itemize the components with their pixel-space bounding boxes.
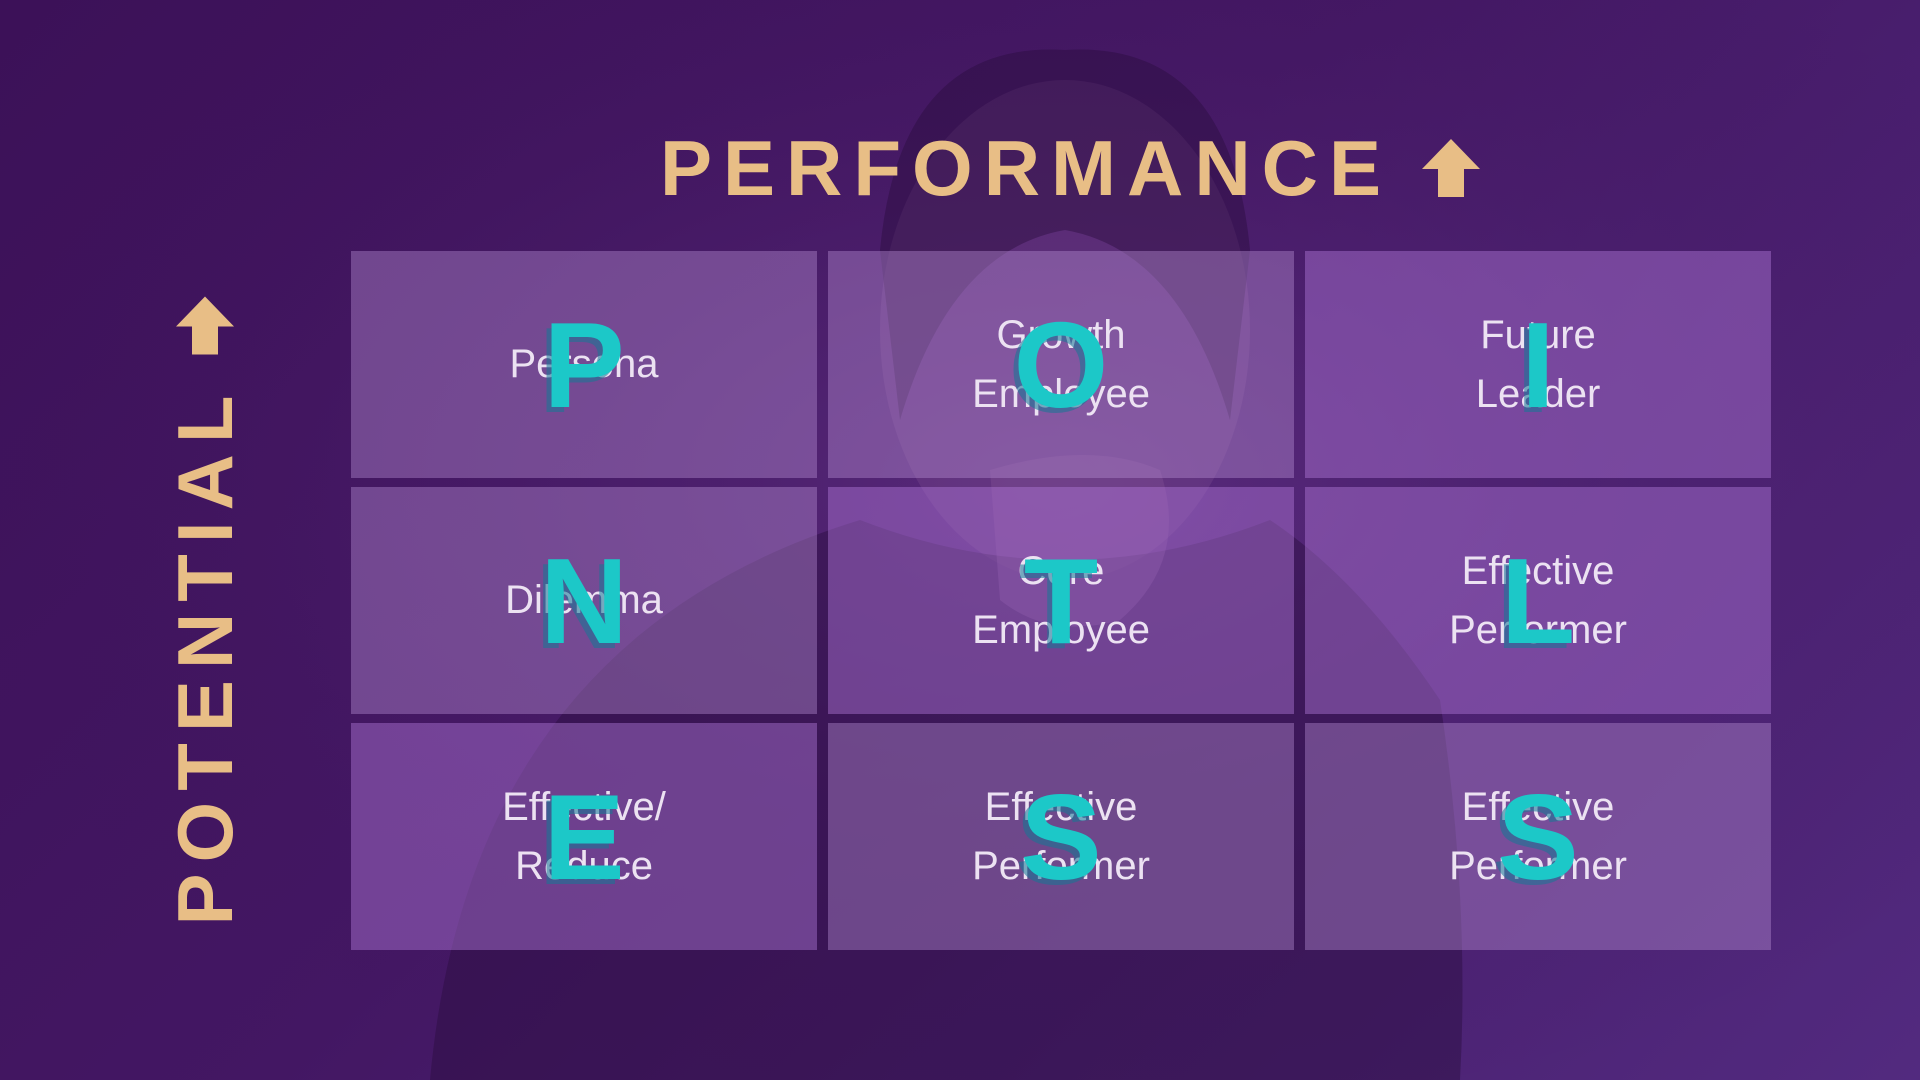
potential-label: POTENTIAL <box>161 384 249 926</box>
cell-letter: L <box>1500 532 1576 669</box>
cell-letter: S <box>1497 768 1579 905</box>
grid-cell: Effective Performer S <box>1305 723 1771 950</box>
grid-cell: Growth Employee O <box>828 251 1294 478</box>
performance-axis-title: PERFORMANCE <box>660 118 1482 218</box>
arrow-up-icon <box>176 296 234 355</box>
grid-cell: Future Leader I <box>1305 251 1771 478</box>
cell-letter: N <box>539 532 629 669</box>
grid-cell: Dilemma N <box>351 487 817 714</box>
nine-box-grid: Persona P Growth Employee O Future Leade… <box>351 251 1771 950</box>
grid-cell: Effective Performer L <box>1305 487 1771 714</box>
grid-cell: Effective Performer S <box>828 723 1294 950</box>
cell-letter: S <box>1020 768 1102 905</box>
cell-letter: O <box>1013 296 1109 433</box>
cell-letter: E <box>543 768 625 905</box>
cell-letter: I <box>1521 296 1555 433</box>
performance-label: PERFORMANCE <box>660 124 1393 212</box>
cell-letter: T <box>1023 532 1099 669</box>
arrow-up-icon <box>1422 139 1481 197</box>
cell-letter: P <box>543 296 625 433</box>
grid-cell: Effective/ Reduce E <box>351 723 817 950</box>
grid-cell: Core Employee T <box>828 487 1294 714</box>
potential-axis-title: POTENTIAL <box>161 295 249 926</box>
grid-cell: Persona P <box>351 251 817 478</box>
